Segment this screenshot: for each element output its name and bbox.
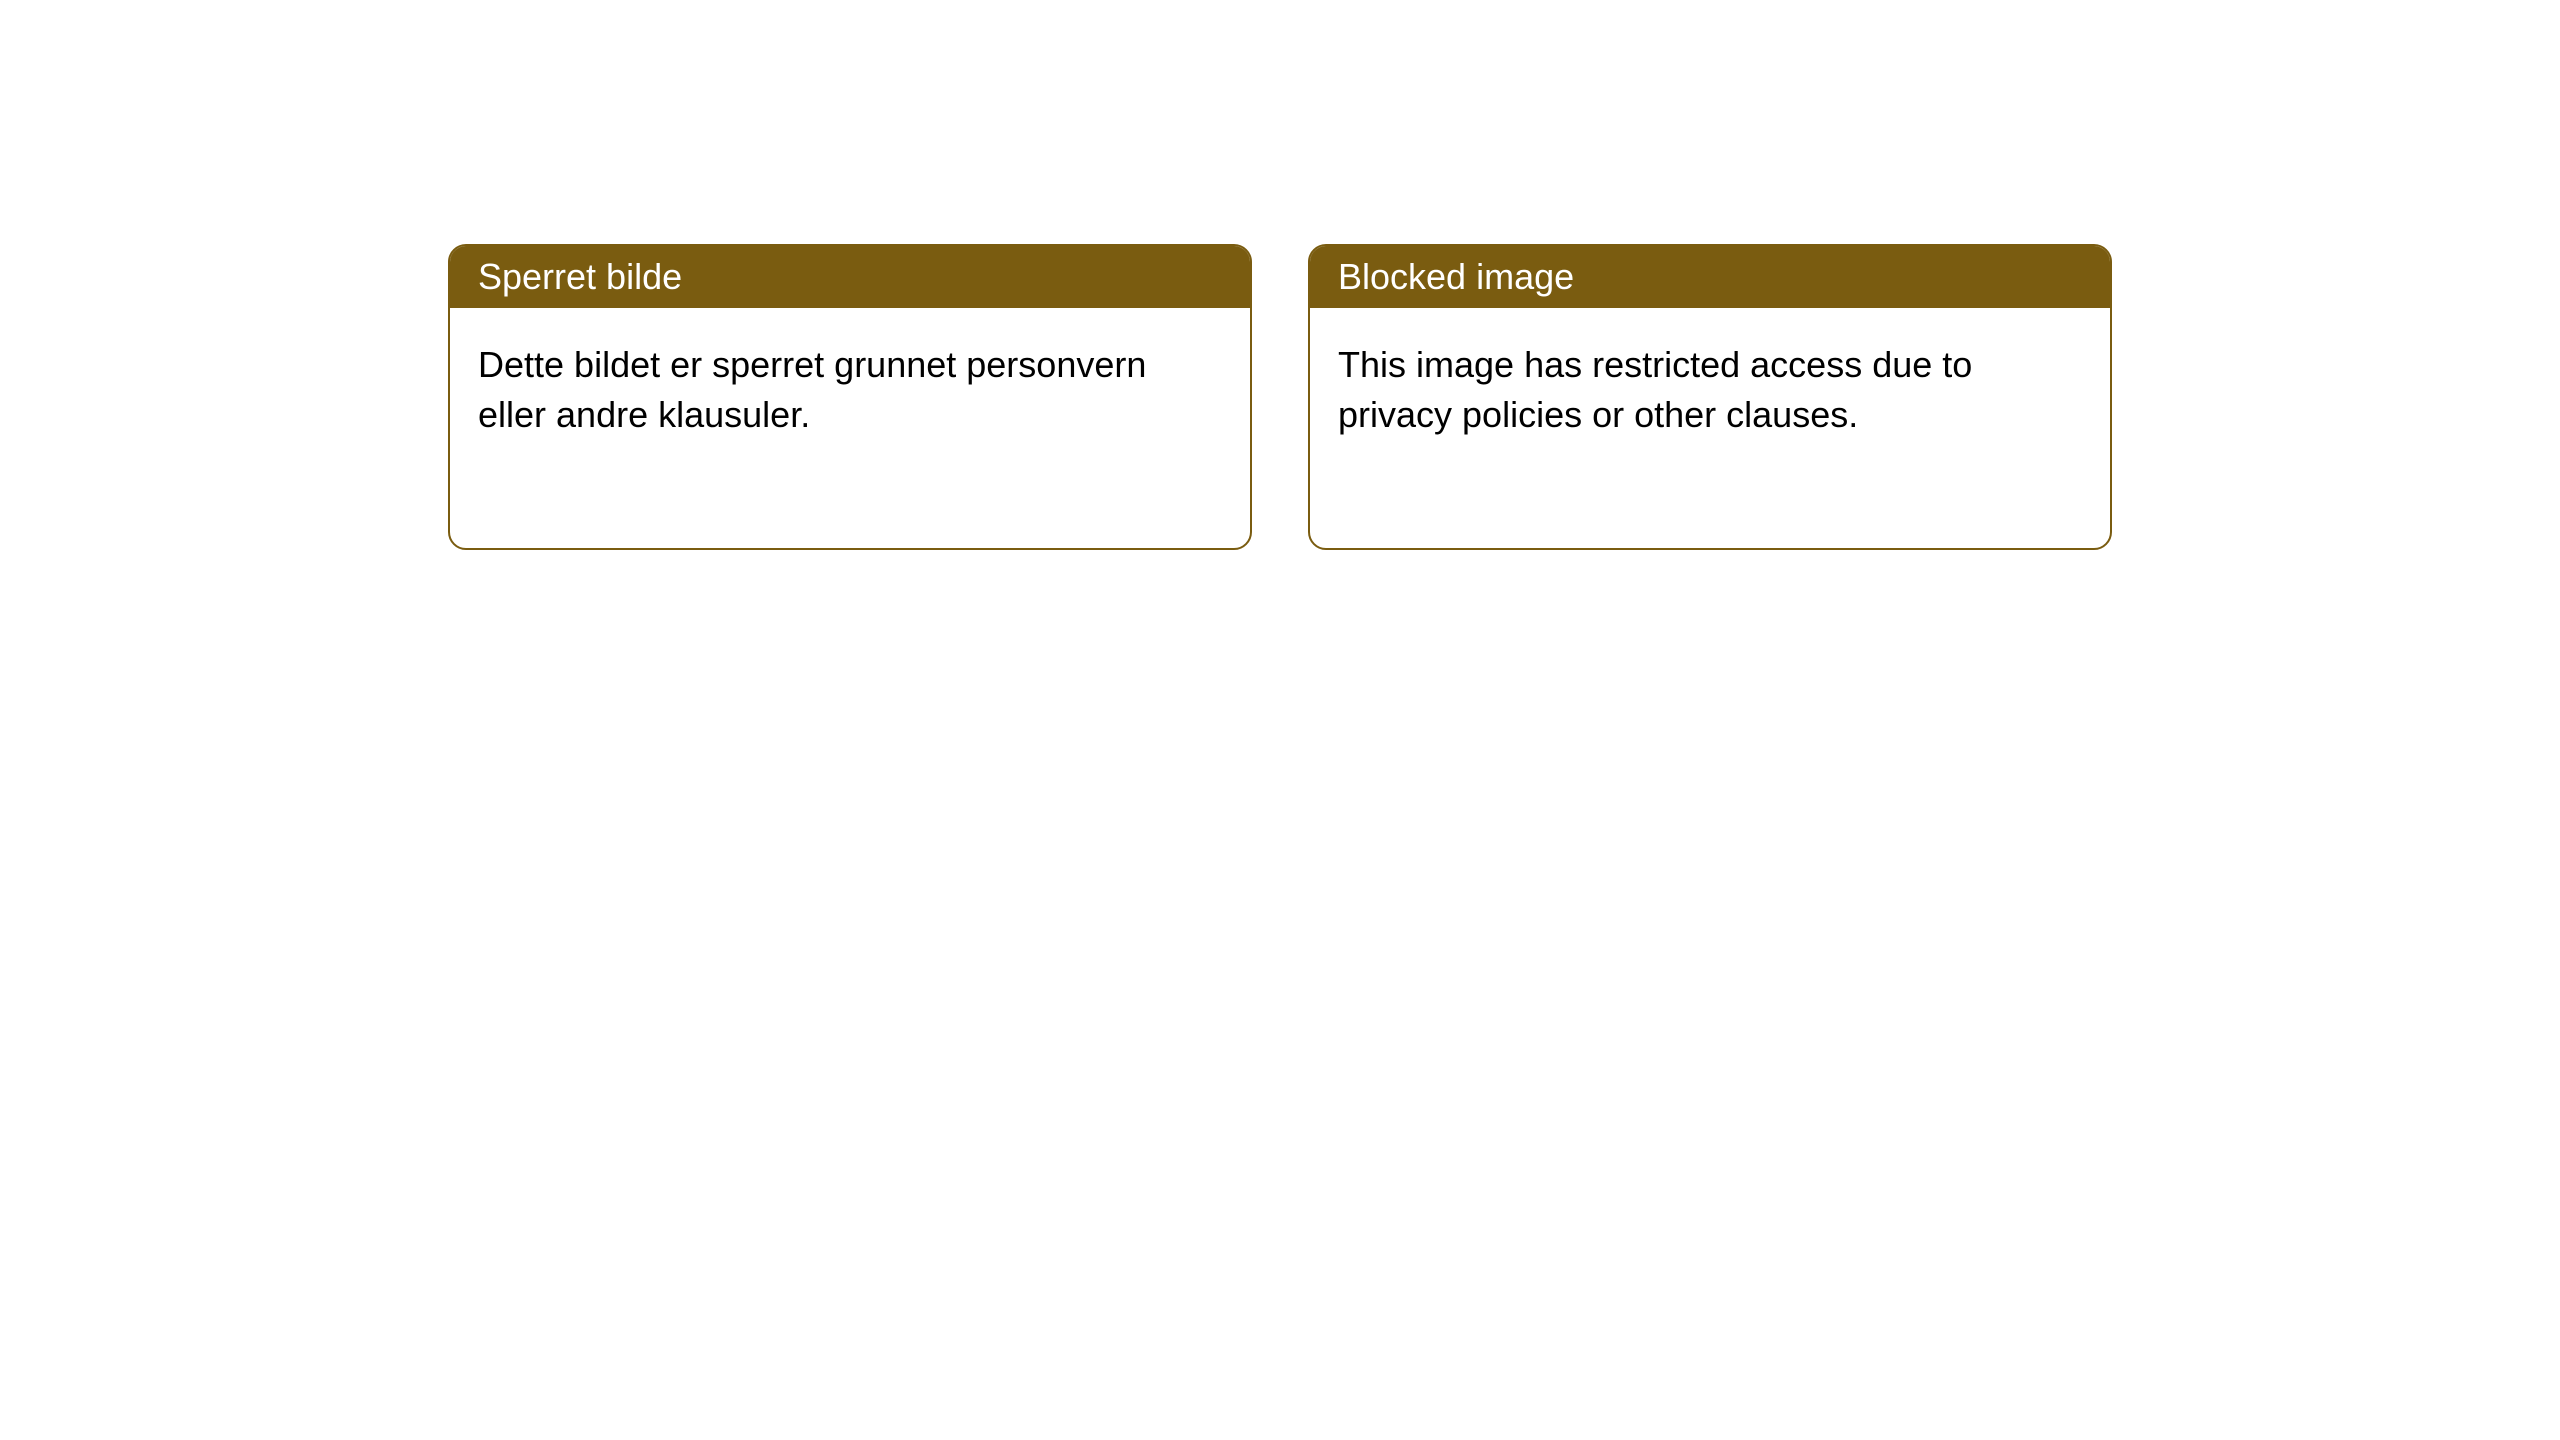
card-title: Blocked image xyxy=(1338,256,1574,297)
card-title: Sperret bilde xyxy=(478,256,682,297)
card-body: This image has restricted access due to … xyxy=(1310,308,2110,548)
card-header: Blocked image xyxy=(1310,246,2110,308)
notice-card-norwegian: Sperret bilde Dette bildet er sperret gr… xyxy=(448,244,1252,550)
card-header: Sperret bilde xyxy=(450,246,1250,308)
notice-card-english: Blocked image This image has restricted … xyxy=(1308,244,2112,550)
notice-cards-container: Sperret bilde Dette bildet er sperret gr… xyxy=(448,244,2112,550)
card-body-text: This image has restricted access due to … xyxy=(1338,344,1972,435)
card-body-text: Dette bildet er sperret grunnet personve… xyxy=(478,344,1146,435)
card-body: Dette bildet er sperret grunnet personve… xyxy=(450,308,1250,548)
